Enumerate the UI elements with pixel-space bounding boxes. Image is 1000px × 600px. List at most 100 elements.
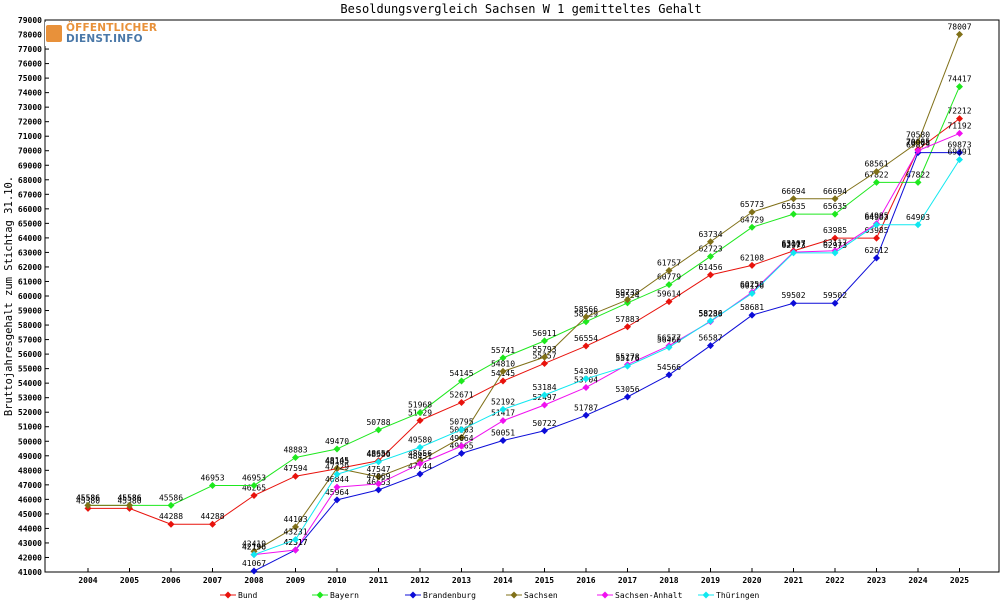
series-line-segment: [419, 380, 462, 414]
data-label: 47729: [325, 462, 349, 471]
data-label: 69391: [947, 148, 971, 157]
data-point: [292, 472, 299, 480]
data-point: [665, 281, 673, 289]
data-point: [914, 221, 922, 229]
data-point: [167, 501, 175, 509]
series-line-segment: [627, 270, 670, 301]
series-line-segment: [544, 321, 587, 342]
data-point: [873, 168, 880, 176]
series-line-segment: [917, 34, 960, 143]
data-point: [416, 460, 424, 468]
data-label: 62612: [864, 246, 888, 255]
data-label: 63985: [823, 226, 847, 235]
data-label: 62973: [823, 241, 847, 250]
data-label: 49664: [449, 434, 473, 443]
data-label: 55176: [615, 354, 639, 363]
series-line-segment: [668, 320, 711, 348]
data-point: [499, 354, 507, 362]
data-point: [416, 470, 424, 478]
series-line-segment: [834, 181, 877, 215]
data-point: [458, 426, 465, 434]
series-line-segment: [170, 485, 213, 506]
logo-line-1: ÖFFENTLICHER: [66, 22, 158, 34]
data-label: 63985: [864, 226, 888, 235]
series-line-segment: [834, 224, 877, 254]
data-label: 48656: [408, 449, 432, 458]
data-point: [333, 445, 341, 453]
series-line-segment: [419, 452, 462, 475]
legend-label: Brandenburg: [423, 591, 476, 600]
series-line-segment: [336, 429, 379, 450]
series-line-segment: [502, 362, 545, 382]
series-line-segment: [917, 132, 960, 152]
x-tick-label: 2013: [452, 576, 471, 585]
series-line-segment: [668, 345, 711, 376]
series-line-segment: [378, 446, 421, 463]
data-label: 58286: [698, 309, 722, 318]
data-label: 65635: [781, 202, 805, 211]
data-label: 70008: [906, 139, 930, 148]
data-point: [624, 393, 631, 401]
data-point: [582, 383, 590, 391]
series-line-segment: [544, 378, 587, 396]
data-point: [250, 482, 258, 490]
series-line-segment: [751, 302, 794, 316]
data-point: [665, 371, 673, 379]
data-label: 45586: [76, 493, 100, 502]
x-tick-label: 2009: [286, 576, 305, 585]
x-tick-label: 2018: [659, 576, 678, 585]
data-label: 70580: [906, 130, 930, 139]
series-line-segment: [668, 274, 711, 303]
data-label: 59614: [657, 290, 681, 299]
y-tick-label: 45000: [18, 510, 42, 519]
data-label: 69873: [947, 141, 971, 150]
data-point: [748, 261, 756, 269]
series-line-segment: [336, 467, 379, 478]
data-point: [790, 249, 797, 257]
x-tick-label: 2021: [784, 576, 803, 585]
data-point: [458, 433, 465, 441]
series-line-segment: [585, 326, 628, 347]
data-label: 42196: [242, 543, 266, 552]
data-label: 54810: [491, 359, 515, 368]
data-point: [416, 409, 424, 417]
data-label: 68561: [864, 160, 888, 169]
y-tick-label: 51000: [18, 423, 42, 432]
data-label: 58566: [574, 305, 598, 314]
legend-item: Bayern: [312, 591, 359, 600]
legend-swatch-marker: [601, 591, 609, 599]
data-label: 52671: [449, 390, 473, 399]
data-point: [956, 156, 963, 164]
data-label: 42196: [242, 543, 266, 552]
data-point: [499, 437, 507, 445]
data-point: [541, 401, 548, 409]
data-point: [375, 458, 382, 466]
data-point: [541, 359, 548, 367]
y-tick-label: 64000: [18, 234, 42, 243]
series-line-segment: [295, 448, 338, 458]
series-line-segment: [419, 402, 462, 421]
data-point: [458, 442, 465, 450]
series-line-segment: [461, 420, 504, 447]
data-point: [624, 296, 631, 304]
data-label: 63107: [781, 239, 805, 248]
series-line-segment: [461, 380, 504, 403]
y-tick-label: 44000: [18, 524, 42, 533]
series-line-segment: [627, 284, 670, 304]
data-point: [582, 313, 590, 321]
series-line-segment: [378, 463, 421, 485]
data-label: 64985: [864, 212, 888, 221]
logo-line-2: DIENST.INFO: [66, 33, 143, 45]
series-sachsen: 4558645586424194410348145475474865650263…: [76, 22, 972, 555]
data-point: [499, 367, 507, 375]
series-line-segment: [378, 412, 421, 431]
data-point: [333, 470, 341, 478]
data-point: [333, 483, 341, 491]
data-label: 60259: [740, 280, 764, 289]
data-label: 56577: [657, 334, 681, 343]
series-line-segment: [336, 461, 379, 475]
data-label: 48580: [366, 450, 390, 459]
data-label: 49580: [408, 435, 432, 444]
data-label: 43231: [283, 528, 307, 537]
y-tick-label: 52000: [18, 408, 42, 417]
